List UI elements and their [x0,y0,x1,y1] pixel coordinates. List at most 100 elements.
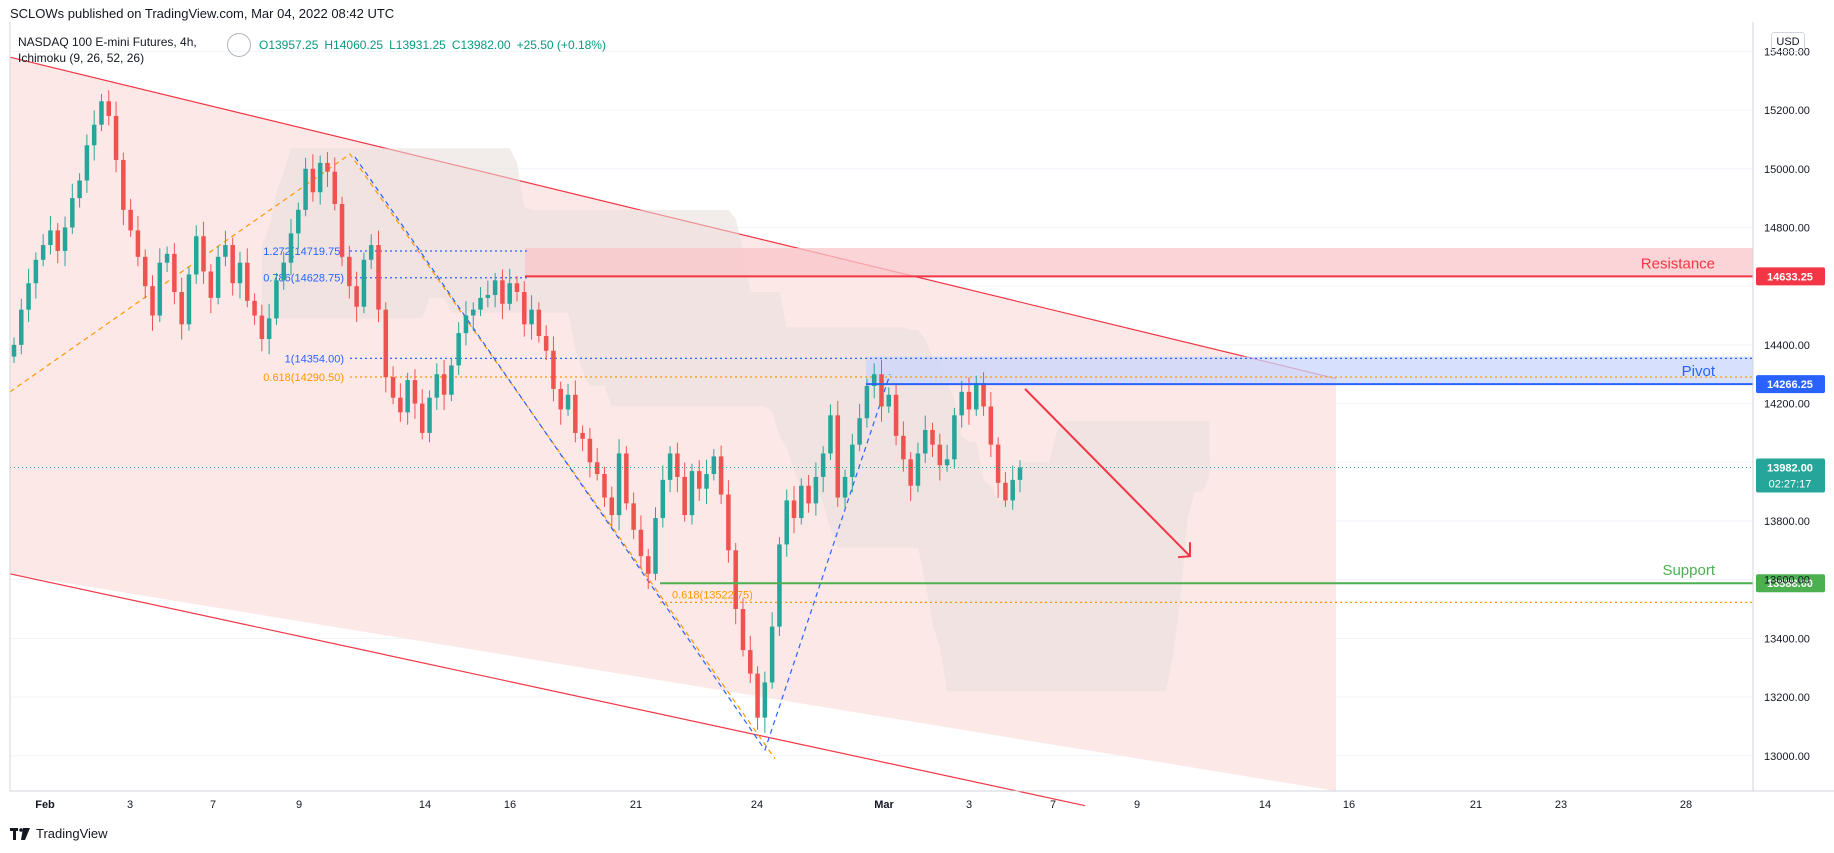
x-tick-label: 9 [1134,799,1140,811]
candle-body [179,292,184,325]
candle-body [981,383,986,407]
bear-candle [179,277,184,340]
candle-body [128,209,133,231]
candle-body [245,262,250,301]
candle-body [820,453,826,477]
x-tick-label: Mar [874,799,894,811]
bull-candle [26,268,31,322]
candle-body [150,286,155,316]
x-tick-label: 24 [751,799,763,811]
candle-body [296,209,301,234]
bull-candle [99,93,104,132]
bear-candle [791,486,797,534]
bull-candle [871,363,877,399]
bull-candle [281,251,286,290]
candle-body [434,374,440,398]
x-tick-label: 7 [210,799,216,811]
candle-body [325,162,330,172]
bull-candle [91,110,97,161]
candle-body [19,309,24,345]
bull-candle [653,507,658,581]
candle-body [157,262,163,316]
candle-body [223,245,228,257]
candle-body [733,550,738,610]
bear-candle [594,447,600,481]
fib-label: 0.618(14290.50) [263,372,344,384]
x-tick-label: 14 [1259,799,1271,811]
candle-body [259,315,265,339]
candle-body [813,476,819,504]
candle-body [901,435,906,460]
candle-body [777,544,782,627]
arrow-head [1177,542,1191,559]
ohlc-low: L13931.25 [389,38,446,52]
candle-body [91,124,97,146]
y-tick-label: 13800.00 [1764,516,1810,528]
candle-body [835,415,841,498]
bull-candle [762,671,768,733]
candle-body [514,283,520,293]
bear-candle [740,598,746,657]
bear-candle [806,474,811,513]
candle-body [645,556,651,574]
tradingview-brand[interactable]: TradingView [10,826,108,841]
bull-candle [84,134,90,193]
x-tick-label: 28 [1680,799,1692,811]
level-price-tag [1756,375,1825,394]
candle-body [543,336,549,351]
bear-candle [135,216,141,267]
bear-candle [500,269,505,320]
candle-body [376,245,381,310]
candle-body [653,518,658,574]
bull-candle [405,372,410,425]
candle-body [791,500,797,519]
bull-candle [689,463,695,525]
bull-candle [463,301,469,346]
x-tick-label: 16 [1343,799,1355,811]
candle-body [339,203,345,257]
bull-candle [40,234,46,267]
bull-candle [303,157,308,217]
bull-candle [274,272,279,325]
bear-candle [172,243,177,305]
bull-candle [48,216,53,255]
bull-candle [33,252,39,299]
candle-body [164,253,170,263]
symbol-legend: NASDAQ 100 E-mini Futures, 4h, Ichimoku … [18,34,197,66]
bear-candle [937,433,943,481]
candle-body [682,476,687,516]
currency-badge[interactable]: USD [1771,32,1805,52]
bull-candle [456,322,461,375]
bull-candle [529,295,534,340]
bull-candle [471,302,476,331]
ohlc-change: +25.50 (+0.18%) [516,38,606,52]
candle-body [587,438,593,463]
candle-body [631,503,636,530]
candle-body [500,280,505,304]
candle-body [944,459,950,466]
current-price-label: 13982.00 [1767,463,1813,475]
candle-body [427,397,432,433]
candle-body [762,682,768,718]
x-tick-label: 9 [296,799,302,811]
candle-body [70,198,75,228]
bear-candle [150,275,155,331]
bear-candle [696,460,702,502]
bull-candle [164,246,170,273]
candle-body [842,476,848,498]
bull-candle [660,465,666,528]
ohlc-high: H14060.25 [324,38,384,52]
bull-candle [266,304,272,355]
bull-candle [864,378,870,428]
bull-candle [157,248,163,322]
bull-candle [507,268,512,311]
candle-body [441,374,447,395]
bull-candle [70,183,75,234]
candle-body [252,300,257,316]
bull-candle [186,267,192,331]
candle-body [755,673,760,718]
candle-body [303,168,308,210]
visibility-toggle-icon[interactable] [227,33,251,57]
candle-body [580,432,585,439]
